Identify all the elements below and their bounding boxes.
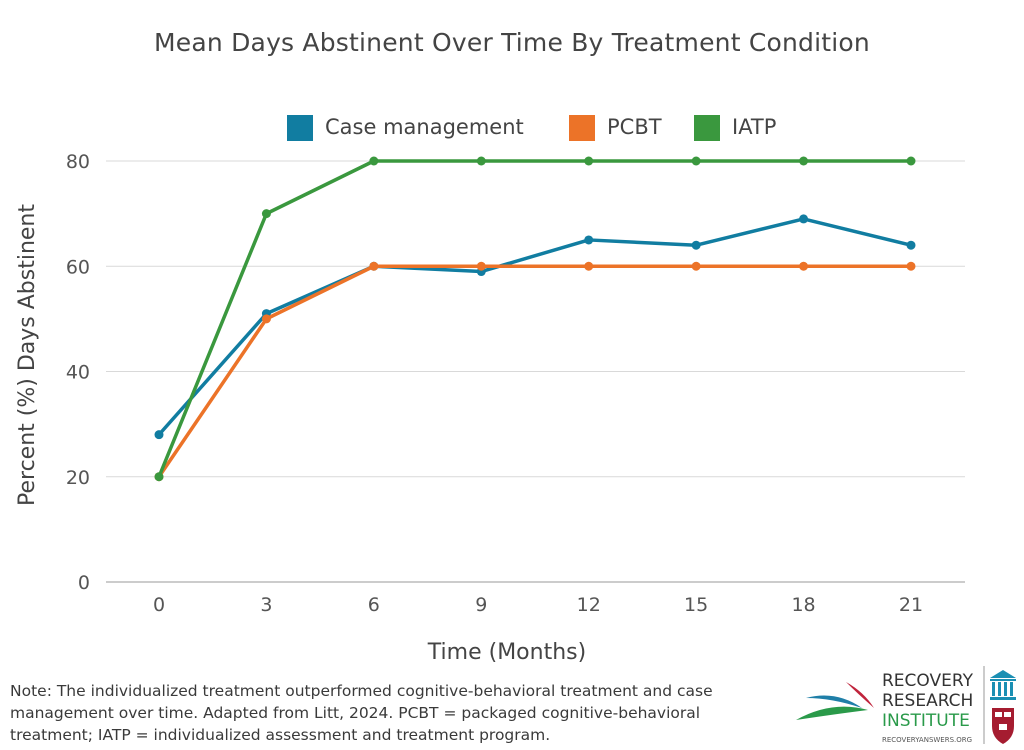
logo-line-research: RESEARCH: [882, 691, 973, 711]
chart-title: Mean Days Abstinent Over Time By Treatme…: [154, 28, 870, 57]
data-point-iatp: [261, 209, 271, 219]
x-tick-label: 3: [260, 594, 272, 616]
line-chart: 0 20 40 60 80 0 3 6 9 12 15 18 21 Case management PC…: [15, 115, 965, 665]
y-tick-label: 80: [66, 151, 90, 173]
data-point-iatp: [154, 472, 164, 482]
legend-swatch: [287, 115, 313, 141]
legend-label: PCBT: [607, 115, 662, 139]
legend-swatch: [694, 115, 720, 141]
data-point-case-management: [154, 430, 164, 440]
series-line-pcbt: [157, 264, 913, 479]
legend-label: IATP: [732, 115, 776, 139]
series-case-management: [154, 214, 916, 440]
data-point-pcbt: [369, 261, 379, 271]
legend-item-pcbt: PCBT: [569, 115, 662, 141]
y-tick-label: 60: [66, 256, 90, 278]
pillars-icon: [990, 670, 1016, 700]
data-point-pcbt: [906, 261, 916, 271]
shield-icon: [992, 708, 1014, 744]
data-point-pcbt: [584, 261, 594, 271]
data-point-case-management: [799, 214, 809, 224]
legend-label: Case management: [325, 115, 524, 139]
data-point-case-management: [906, 240, 916, 250]
x-axis-title: Time (Months): [427, 640, 586, 665]
y-axis: 0 20 40 60 80: [66, 151, 90, 594]
x-tick-label: 6: [368, 594, 380, 616]
recovery-research-institute-logo: RECOVERY RESEARCH INSTITUTE RECOVERYANSW…: [796, 666, 1016, 744]
y-tick-label: 0: [78, 572, 90, 594]
data-point-pcbt: [476, 261, 486, 271]
y-tick-label: 40: [66, 362, 90, 384]
series-iatp: [154, 156, 916, 482]
data-point-pcbt: [799, 261, 809, 271]
series-line-iatp: [157, 159, 913, 479]
data-point-iatp: [369, 156, 379, 166]
data-point-case-management: [584, 235, 594, 245]
series-pcbt: [154, 261, 916, 482]
x-tick-label: 12: [577, 594, 601, 616]
leaf-swoosh-icon: [796, 682, 874, 720]
legend-swatch: [569, 115, 595, 141]
x-tick-label: 9: [475, 594, 487, 616]
y-tick-label: 20: [66, 467, 90, 489]
data-point-pcbt: [691, 261, 701, 271]
chart-note: Note: The individualized treatment outpe…: [10, 682, 713, 744]
legend-item-case-management: Case management: [287, 115, 524, 141]
x-tick-label: 0: [153, 594, 165, 616]
x-axis: 0 3 6 9 12 15 18 21: [153, 594, 923, 616]
logo-line-recovery: RECOVERY: [882, 671, 974, 691]
logo-website: RECOVERYANSWERS.ORG: [882, 736, 972, 744]
x-tick-label: 18: [791, 594, 815, 616]
data-point-iatp: [906, 156, 916, 166]
x-tick-label: 21: [899, 594, 923, 616]
data-point-iatp: [691, 156, 701, 166]
legend-item-iatp: IATP: [694, 115, 776, 141]
x-tick-label: 15: [684, 594, 708, 616]
series-lines: [154, 156, 916, 482]
series-line-case-management: [157, 217, 913, 437]
data-point-pcbt: [261, 314, 271, 324]
y-axis-title: Percent (%) Days Abstinent: [15, 204, 40, 506]
gridlines: [106, 160, 965, 583]
data-point-iatp: [799, 156, 809, 166]
data-point-iatp: [476, 156, 486, 166]
logo-line-institute: INSTITUTE: [882, 711, 970, 731]
legend: Case management PCBT IATP: [287, 115, 776, 141]
data-point-iatp: [584, 156, 594, 166]
data-point-case-management: [691, 240, 701, 250]
